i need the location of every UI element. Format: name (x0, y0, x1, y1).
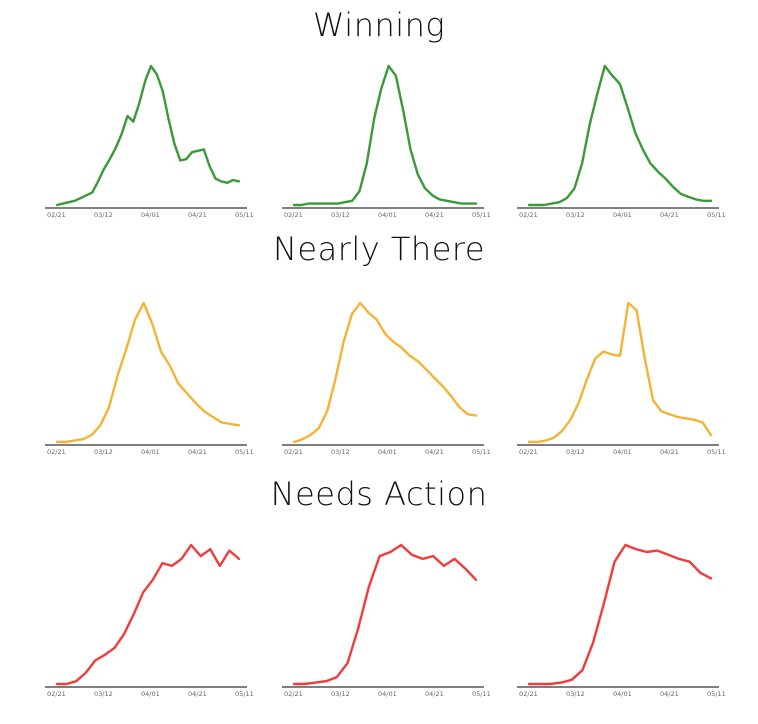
x-tick-label: 03/12 (566, 211, 585, 219)
x-tick-label: 04/01 (141, 211, 160, 219)
section-title-nearly-there: Nearly There (272, 230, 486, 268)
x-tick-label: 04/21 (660, 448, 679, 456)
x-tick-label: 04/21 (425, 448, 444, 456)
x-tick-label: 04/21 (425, 211, 444, 219)
x-tick-label: 05/11 (472, 211, 491, 219)
series-line (292, 543, 478, 686)
x-tick-label: 04/21 (188, 448, 207, 456)
x-tick-label: 05/11 (235, 448, 254, 456)
x-tick-label: 04/01 (613, 690, 632, 698)
x-tick-label: 04/01 (613, 211, 632, 219)
x-tick-label: 04/01 (378, 690, 397, 698)
series-line (527, 543, 713, 686)
x-tick-label: 03/12 (94, 448, 113, 456)
series-line (527, 301, 713, 444)
x-tick-label: 03/12 (331, 690, 350, 698)
chart-nearly-there-3: 02/21 03/12 04/01 04/21 05/11 (517, 301, 726, 456)
x-tick-label: 03/12 (566, 690, 585, 698)
x-tick-label: 03/12 (566, 448, 585, 456)
x-tick-label: 05/11 (472, 448, 491, 456)
x-tick-label: 04/01 (613, 448, 632, 456)
x-tick-label: 02/21 (284, 211, 303, 219)
x-tick-label: 03/12 (94, 690, 113, 698)
x-tick-label: 02/21 (47, 448, 66, 456)
chart-winning-3: 02/21 03/12 04/01 04/21 05/11 (517, 64, 726, 219)
section-title-needs-action: Needs Action (270, 475, 488, 513)
x-tick-label: 05/11 (707, 211, 726, 219)
series-line (55, 301, 241, 444)
section-title-winning: Winning (312, 6, 446, 44)
x-tick-label: 02/21 (519, 690, 538, 698)
x-tick-label: 05/11 (472, 690, 491, 698)
x-tick-label: 03/12 (94, 211, 113, 219)
series-line (55, 543, 241, 686)
x-tick-label: 04/01 (141, 448, 160, 456)
x-tick-label: 04/21 (660, 211, 679, 219)
x-tick-label: 04/01 (141, 690, 160, 698)
x-tick-label: 04/21 (188, 690, 207, 698)
x-tick-label: 05/11 (235, 211, 254, 219)
x-tick-label: 02/21 (284, 448, 303, 456)
x-tick-label: 05/11 (235, 690, 254, 698)
x-tick-label: 02/21 (519, 211, 538, 219)
series-line (527, 64, 713, 207)
chart-nearly-there-2: 02/21 03/12 04/01 04/21 05/11 (282, 301, 491, 456)
x-tick-label: 02/21 (519, 448, 538, 456)
x-tick-label: 03/12 (331, 448, 350, 456)
series-line (55, 64, 241, 207)
x-tick-label: 02/21 (284, 690, 303, 698)
chart-needs-action-2: 02/21 03/12 04/01 04/21 05/11 (282, 543, 491, 698)
chart-needs-action-3: 02/21 03/12 04/01 04/21 05/11 (517, 543, 726, 698)
x-tick-label: 04/21 (188, 211, 207, 219)
x-tick-label: 02/21 (47, 690, 66, 698)
x-tick-label: 04/21 (425, 690, 444, 698)
x-tick-label: 05/11 (707, 448, 726, 456)
chart-winning-1: 02/21 03/12 04/01 04/21 05/11 (45, 64, 254, 219)
x-tick-label: 04/01 (378, 448, 397, 456)
x-tick-label: 04/01 (378, 211, 397, 219)
chart-needs-action-1: 02/21 03/12 04/01 04/21 05/11 (45, 543, 254, 698)
chart-winning-2: 02/21 03/12 04/01 04/21 05/11 (282, 64, 491, 219)
x-tick-label: 03/12 (331, 211, 350, 219)
x-tick-label: 05/11 (707, 690, 726, 698)
chart-nearly-there-1: 02/21 03/12 04/01 04/21 05/11 (45, 301, 254, 456)
x-tick-label: 04/21 (660, 690, 679, 698)
series-line (292, 301, 478, 444)
x-tick-label: 02/21 (47, 211, 66, 219)
series-line (292, 64, 478, 207)
